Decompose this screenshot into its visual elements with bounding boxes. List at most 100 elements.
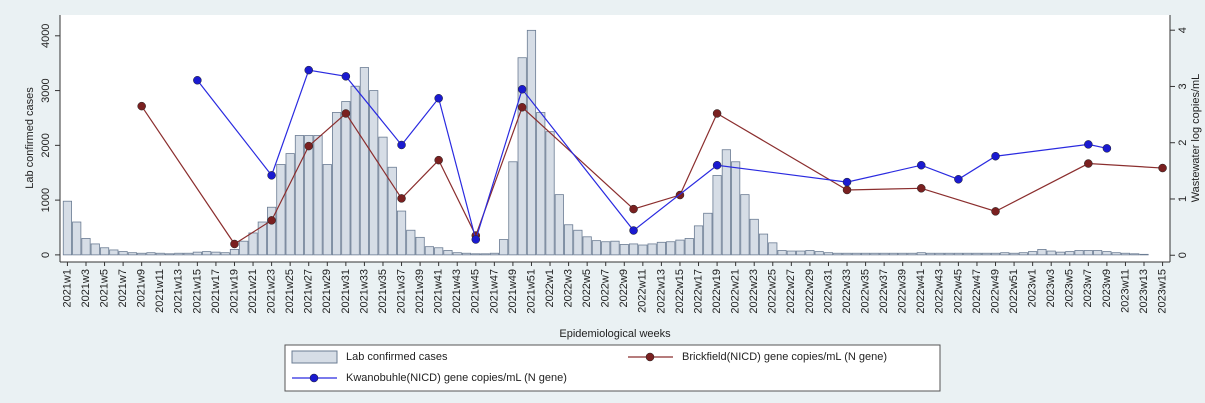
bar xyxy=(350,85,360,256)
bar xyxy=(768,242,778,256)
x-tick-label: 2021w19 xyxy=(228,269,240,314)
bar xyxy=(990,252,1001,256)
legend-label: Brickfield(NICD) gene copies/mL (N gene) xyxy=(682,351,887,363)
bar xyxy=(517,57,527,256)
bar xyxy=(257,221,267,256)
bar xyxy=(137,252,147,256)
x-tick-label: 2022w3 xyxy=(563,269,575,308)
y-tick-label: 2000 xyxy=(40,133,52,157)
x-tick-label: 2022w43 xyxy=(934,269,946,314)
bar xyxy=(638,244,648,256)
bar xyxy=(1065,251,1075,256)
bar xyxy=(81,238,91,256)
bar xyxy=(341,101,351,256)
marker xyxy=(629,204,638,214)
bar xyxy=(1120,252,1131,256)
marker xyxy=(712,160,722,170)
x-tick-label: 2022w49 xyxy=(989,269,1001,314)
bar xyxy=(703,212,713,256)
x-tick-label: 2022w37 xyxy=(878,269,890,314)
bar xyxy=(304,135,314,256)
bar xyxy=(1037,249,1047,256)
bar xyxy=(805,250,815,256)
bar xyxy=(712,175,722,256)
bar xyxy=(322,164,332,256)
bar xyxy=(749,218,759,256)
bar xyxy=(526,29,537,256)
x-tick-label: 2021w33 xyxy=(358,269,370,314)
bar xyxy=(944,252,954,256)
bar xyxy=(155,252,165,256)
bar xyxy=(202,251,212,256)
bar xyxy=(369,90,379,256)
x-tick-label: 2021w7 xyxy=(117,269,129,308)
marker xyxy=(434,94,443,103)
bar xyxy=(90,243,100,256)
bar xyxy=(276,164,286,256)
x-tick-label: 2022w19 xyxy=(711,269,723,314)
bar xyxy=(610,240,620,256)
y-tick-label: 0 xyxy=(40,252,52,258)
bar xyxy=(1093,250,1103,256)
bar xyxy=(294,135,305,256)
bar xyxy=(601,241,611,256)
bar xyxy=(833,252,843,256)
marker xyxy=(917,160,926,170)
bar xyxy=(1083,250,1093,256)
marker xyxy=(397,140,406,150)
marker xyxy=(471,235,481,244)
bar xyxy=(842,252,852,256)
marker xyxy=(712,109,722,118)
bar xyxy=(870,252,880,256)
marker xyxy=(397,194,406,203)
legend-label: Kwanobuhle(NICD) gene copies/mL (N gene) xyxy=(346,372,567,384)
bar xyxy=(267,206,277,256)
bar xyxy=(499,239,509,256)
x-tick-label: 2021w47 xyxy=(488,269,500,314)
bar xyxy=(1139,253,1149,256)
x-tick-label: 2023w11 xyxy=(1119,269,1131,313)
x-tick-label: 2022w39 xyxy=(897,269,909,314)
bar xyxy=(693,225,704,256)
x-tick-label: 2021w21 xyxy=(247,269,259,314)
bar xyxy=(851,252,861,256)
bar xyxy=(647,243,657,256)
x-tick-label: 2021w13 xyxy=(173,269,185,314)
bar xyxy=(434,247,444,256)
marker xyxy=(341,109,351,118)
y2-tick-label: 0 xyxy=(1177,252,1189,258)
bar xyxy=(1000,252,1010,256)
x-tick-label: 2021w27 xyxy=(303,269,315,314)
bar xyxy=(935,252,945,256)
bar xyxy=(313,135,323,256)
x-tick-label: 2022w11 xyxy=(637,269,649,313)
marker xyxy=(267,216,276,225)
y2-axis-title: Wastewater log copies/mL xyxy=(1190,74,1202,203)
bar xyxy=(146,252,156,256)
bar xyxy=(220,252,230,256)
x-tick-label: 2021w29 xyxy=(321,269,333,314)
bar xyxy=(192,251,202,256)
bar xyxy=(545,131,555,256)
bar xyxy=(721,149,731,256)
bar xyxy=(981,252,991,256)
marker xyxy=(517,103,527,112)
x-tick-label: 2022w33 xyxy=(841,269,853,314)
bar xyxy=(109,249,119,256)
bar xyxy=(591,240,602,256)
x-tick-label: 2021w49 xyxy=(507,269,519,314)
bar xyxy=(1009,252,1019,256)
x-tick-label: 2022w47 xyxy=(971,269,983,314)
legend-swatch xyxy=(291,350,338,364)
marker xyxy=(991,207,1000,216)
marker xyxy=(304,65,313,75)
bar xyxy=(229,249,240,256)
x-tick-label: 2021w39 xyxy=(414,269,426,314)
marker xyxy=(629,226,638,235)
bar xyxy=(378,136,388,256)
bar xyxy=(239,240,249,256)
bar xyxy=(396,210,407,256)
x-tick-label: 2022w35 xyxy=(859,269,871,314)
y2-tick-label: 4 xyxy=(1177,27,1189,33)
x-tick-label: 2022w45 xyxy=(952,269,964,314)
